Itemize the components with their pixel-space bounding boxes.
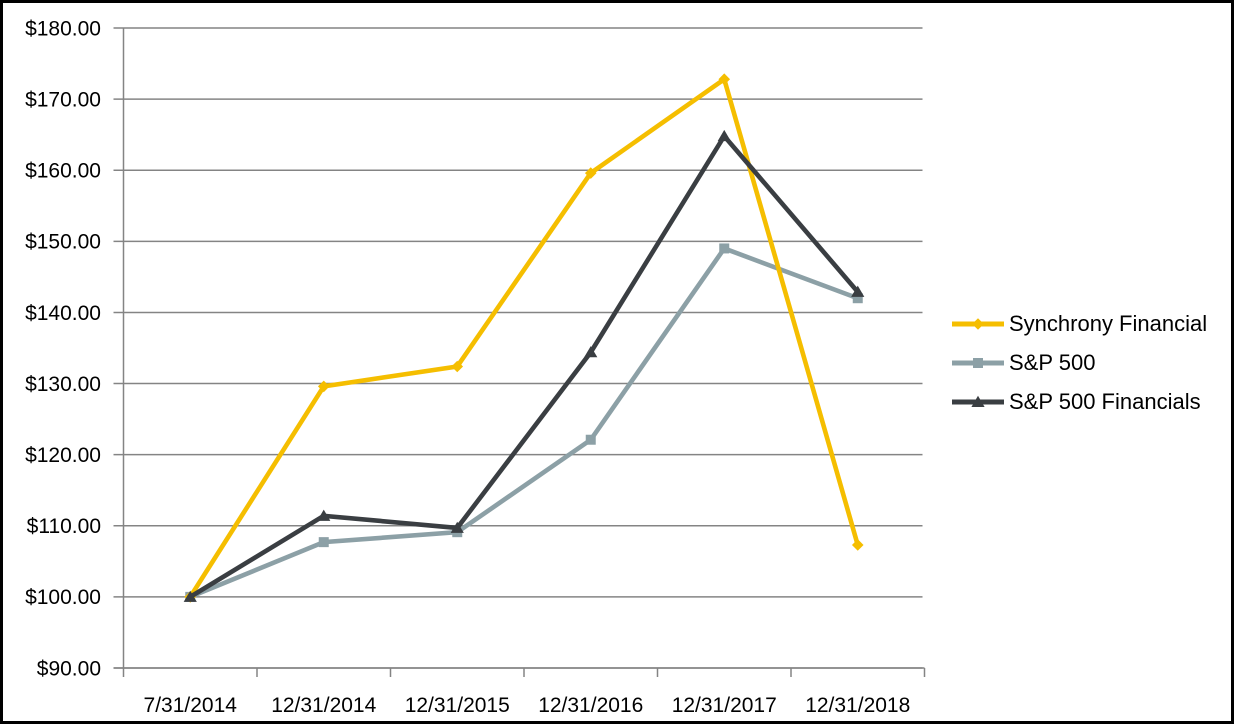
- legend-marker-triangle-icon: [952, 395, 1004, 407]
- legend-entry: Synchrony Financial: [951, 304, 1207, 343]
- chart-legend: Synchrony Financial S&P 500 S&P 500 Financ…: [951, 304, 1207, 421]
- legend-marker-diamond-icon: [952, 317, 1004, 330]
- series-marker-diamond-icon: [718, 73, 731, 85]
- y-axis-tick-label: $170.00: [25, 88, 101, 111]
- series-line-1: [189, 245, 859, 600]
- legend-entry: S&P 500: [951, 343, 1207, 382]
- x-axis-tick-label: 12/31/2017: [672, 694, 777, 717]
- legend-label: Synchrony Financial: [1009, 310, 1208, 336]
- series-marker-diamond-icon: [584, 167, 597, 179]
- series-marker-triangle-icon: [317, 509, 331, 521]
- y-axis-tick-label: $150.00: [25, 231, 101, 254]
- x-axis-tick-label: 12/31/2016: [538, 694, 643, 717]
- series-marker-square-icon: [585, 434, 596, 445]
- series-line-2: [189, 132, 860, 599]
- series-marker-diamond-icon: [851, 539, 864, 551]
- y-axis-tick-label: $90.00: [37, 657, 101, 680]
- y-axis-tick-label: $130.00: [25, 373, 101, 396]
- series-marker-diamond-icon: [317, 380, 330, 393]
- series-marker-square-icon: [719, 243, 730, 254]
- x-axis-tick-label: 12/31/2015: [405, 694, 510, 717]
- legend-entry: S&P 500 Financials: [951, 382, 1207, 421]
- series-marker-triangle-icon: [584, 346, 598, 358]
- x-axis-tick-label: 12/31/2018: [805, 694, 910, 717]
- series-line-0: [188, 75, 860, 599]
- legend-label: S&P 500: [1009, 349, 1096, 375]
- series-marker-triangle-icon: [851, 285, 865, 297]
- y-axis-tick-label: $120.00: [25, 444, 101, 467]
- y-axis-tick-label: $140.00: [25, 302, 101, 325]
- y-axis-tick-label: $180.00: [25, 17, 101, 40]
- y-axis-tick-label: $160.00: [25, 160, 101, 183]
- series-marker-square-icon: [318, 537, 329, 548]
- x-axis-tick-label: 12/31/2014: [271, 694, 376, 717]
- y-axis-tick-label: $110.00: [27, 515, 101, 538]
- series-marker-triangle-icon: [183, 590, 197, 602]
- y-axis-tick-label: $100.00: [25, 586, 101, 609]
- series-marker-triangle-icon: [450, 521, 464, 533]
- legend-marker-square-icon: [952, 357, 1004, 368]
- legend-label: S&P 500 Financials: [1009, 388, 1201, 414]
- x-axis-tick-label: 7/31/2014: [144, 694, 238, 717]
- series-marker-diamond-icon: [451, 360, 464, 373]
- series-marker-triangle-icon: [717, 129, 731, 142]
